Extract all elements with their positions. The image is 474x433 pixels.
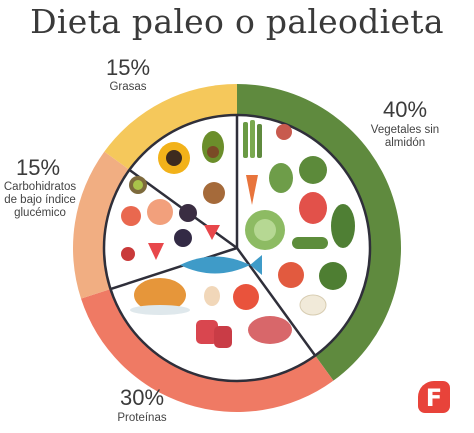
- broccoli-icon: [319, 262, 347, 290]
- slice-value-label-grasas: 15%: [105, 55, 151, 80]
- fish-icon: [180, 256, 250, 274]
- blueberry-icon: [174, 229, 192, 247]
- slice-category-label-proteinas: Proteínas: [117, 412, 167, 424]
- slice-category-label-carbohidratos: Carbohidratos de bajo índice glucémico: [3, 181, 77, 219]
- strawberry-icon: [204, 225, 220, 240]
- mushroom-icon: [299, 294, 327, 316]
- crab-icon: [233, 284, 259, 310]
- apple-icon: [121, 206, 141, 226]
- slice-category-label-grasas: Grasas: [109, 81, 147, 93]
- food-illustrations: [121, 120, 355, 348]
- ham-icon: [248, 316, 292, 344]
- brussels-sprouts-icon: [331, 204, 355, 248]
- steak-icon: [196, 320, 218, 344]
- pie-divider-line: [110, 246, 238, 291]
- brand-f-logo-icon: F: [418, 381, 450, 413]
- cucumber-icon: [292, 237, 328, 249]
- carrot-icon: [246, 175, 258, 205]
- slice-value-label-carbohidratos: 15%: [15, 155, 61, 180]
- artichoke-icon: [269, 163, 293, 193]
- peach-icon: [147, 199, 173, 225]
- strawberry-icon: [148, 243, 164, 260]
- hazelnut-icon: [203, 182, 225, 204]
- pepper-icon: [299, 192, 327, 224]
- egg-icon: [204, 286, 220, 306]
- roast-chicken-icon: [134, 278, 186, 312]
- brand-logo-letter: F: [425, 384, 443, 412]
- artichoke-icon: [299, 156, 327, 184]
- cherry-icon: [121, 247, 135, 261]
- tomato-icon: [278, 262, 304, 288]
- blackberry-icon: [179, 204, 197, 222]
- slice-category-label-vegetales: Vegetales sin almidón: [370, 124, 440, 149]
- slice-value-label-vegetales: 40%: [382, 97, 428, 122]
- pie-divider-line: [235, 247, 317, 357]
- asparagus-icon: [243, 122, 248, 158]
- chart-title: Dieta paleo o paleodieta: [30, 2, 444, 41]
- slice-value-label-proteinas: 30%: [119, 385, 165, 410]
- radish-icon: [276, 124, 292, 140]
